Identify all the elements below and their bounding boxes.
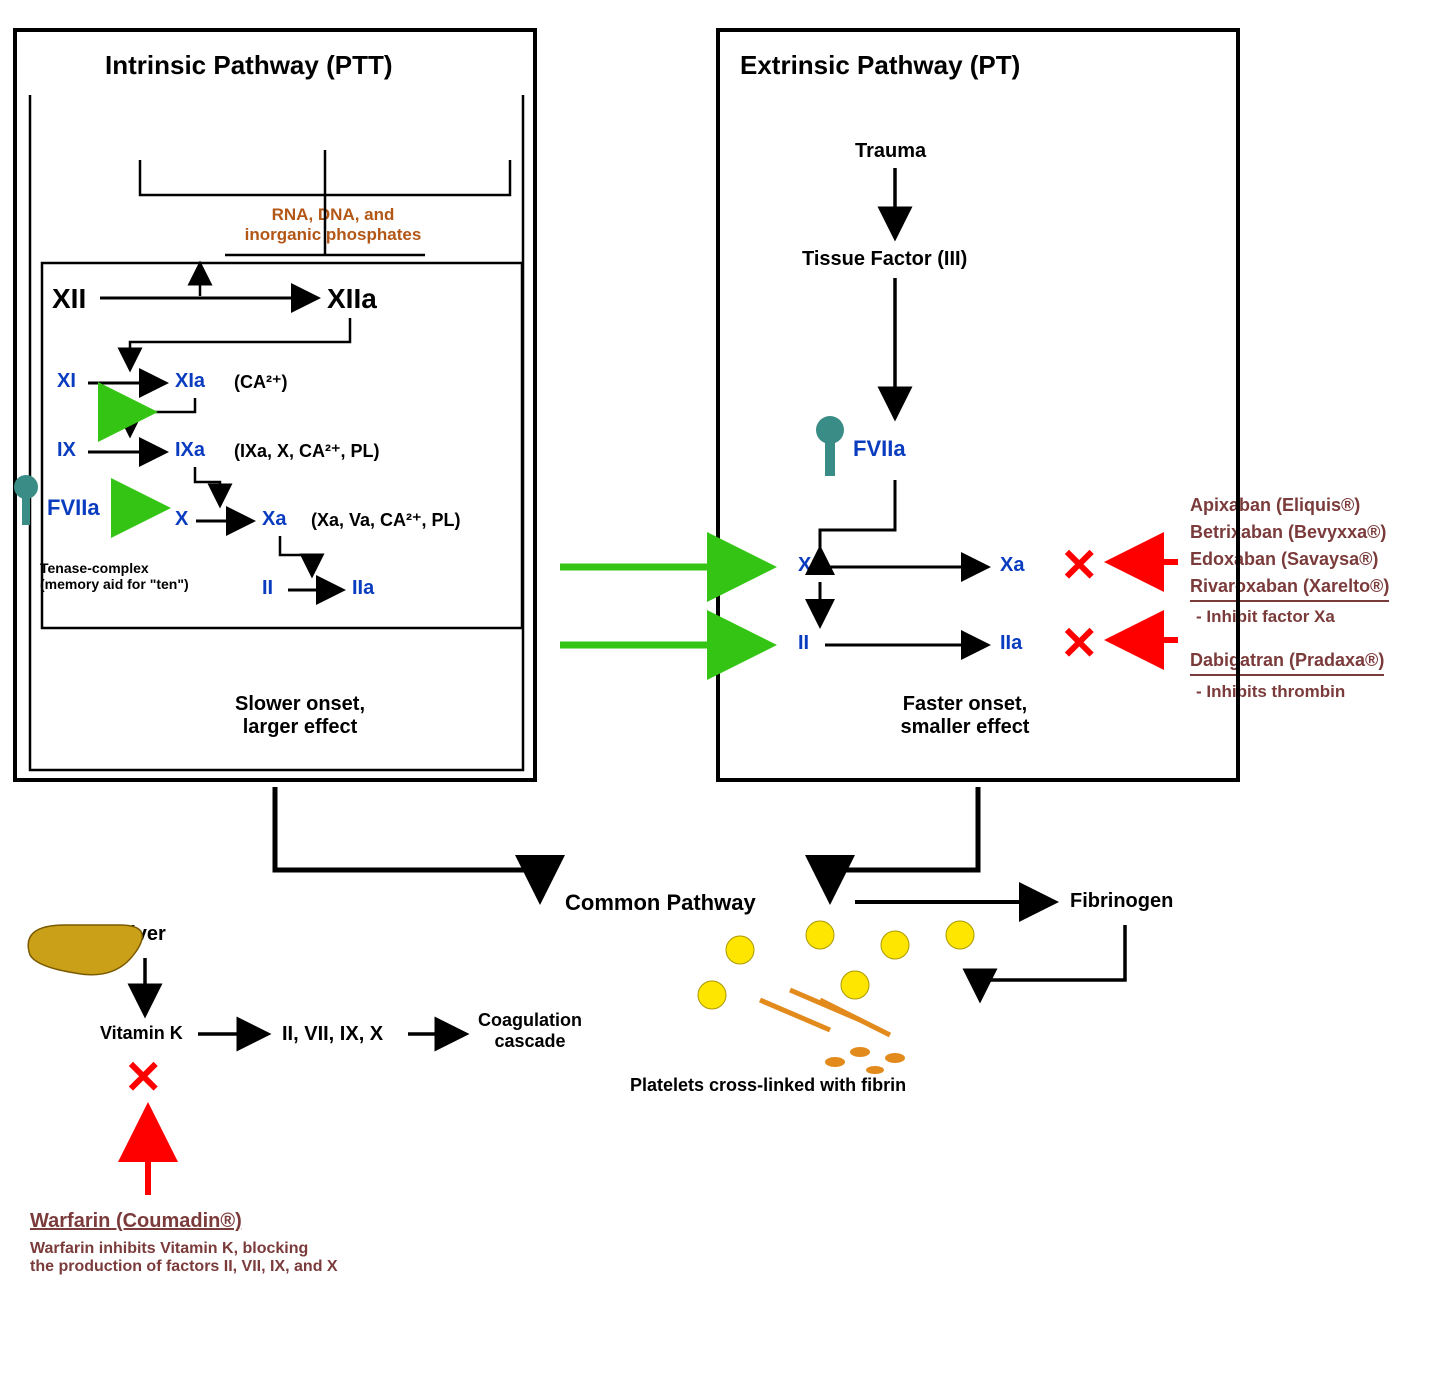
diagram-svg [0,0,1451,1391]
platelets-icon [698,921,974,1074]
